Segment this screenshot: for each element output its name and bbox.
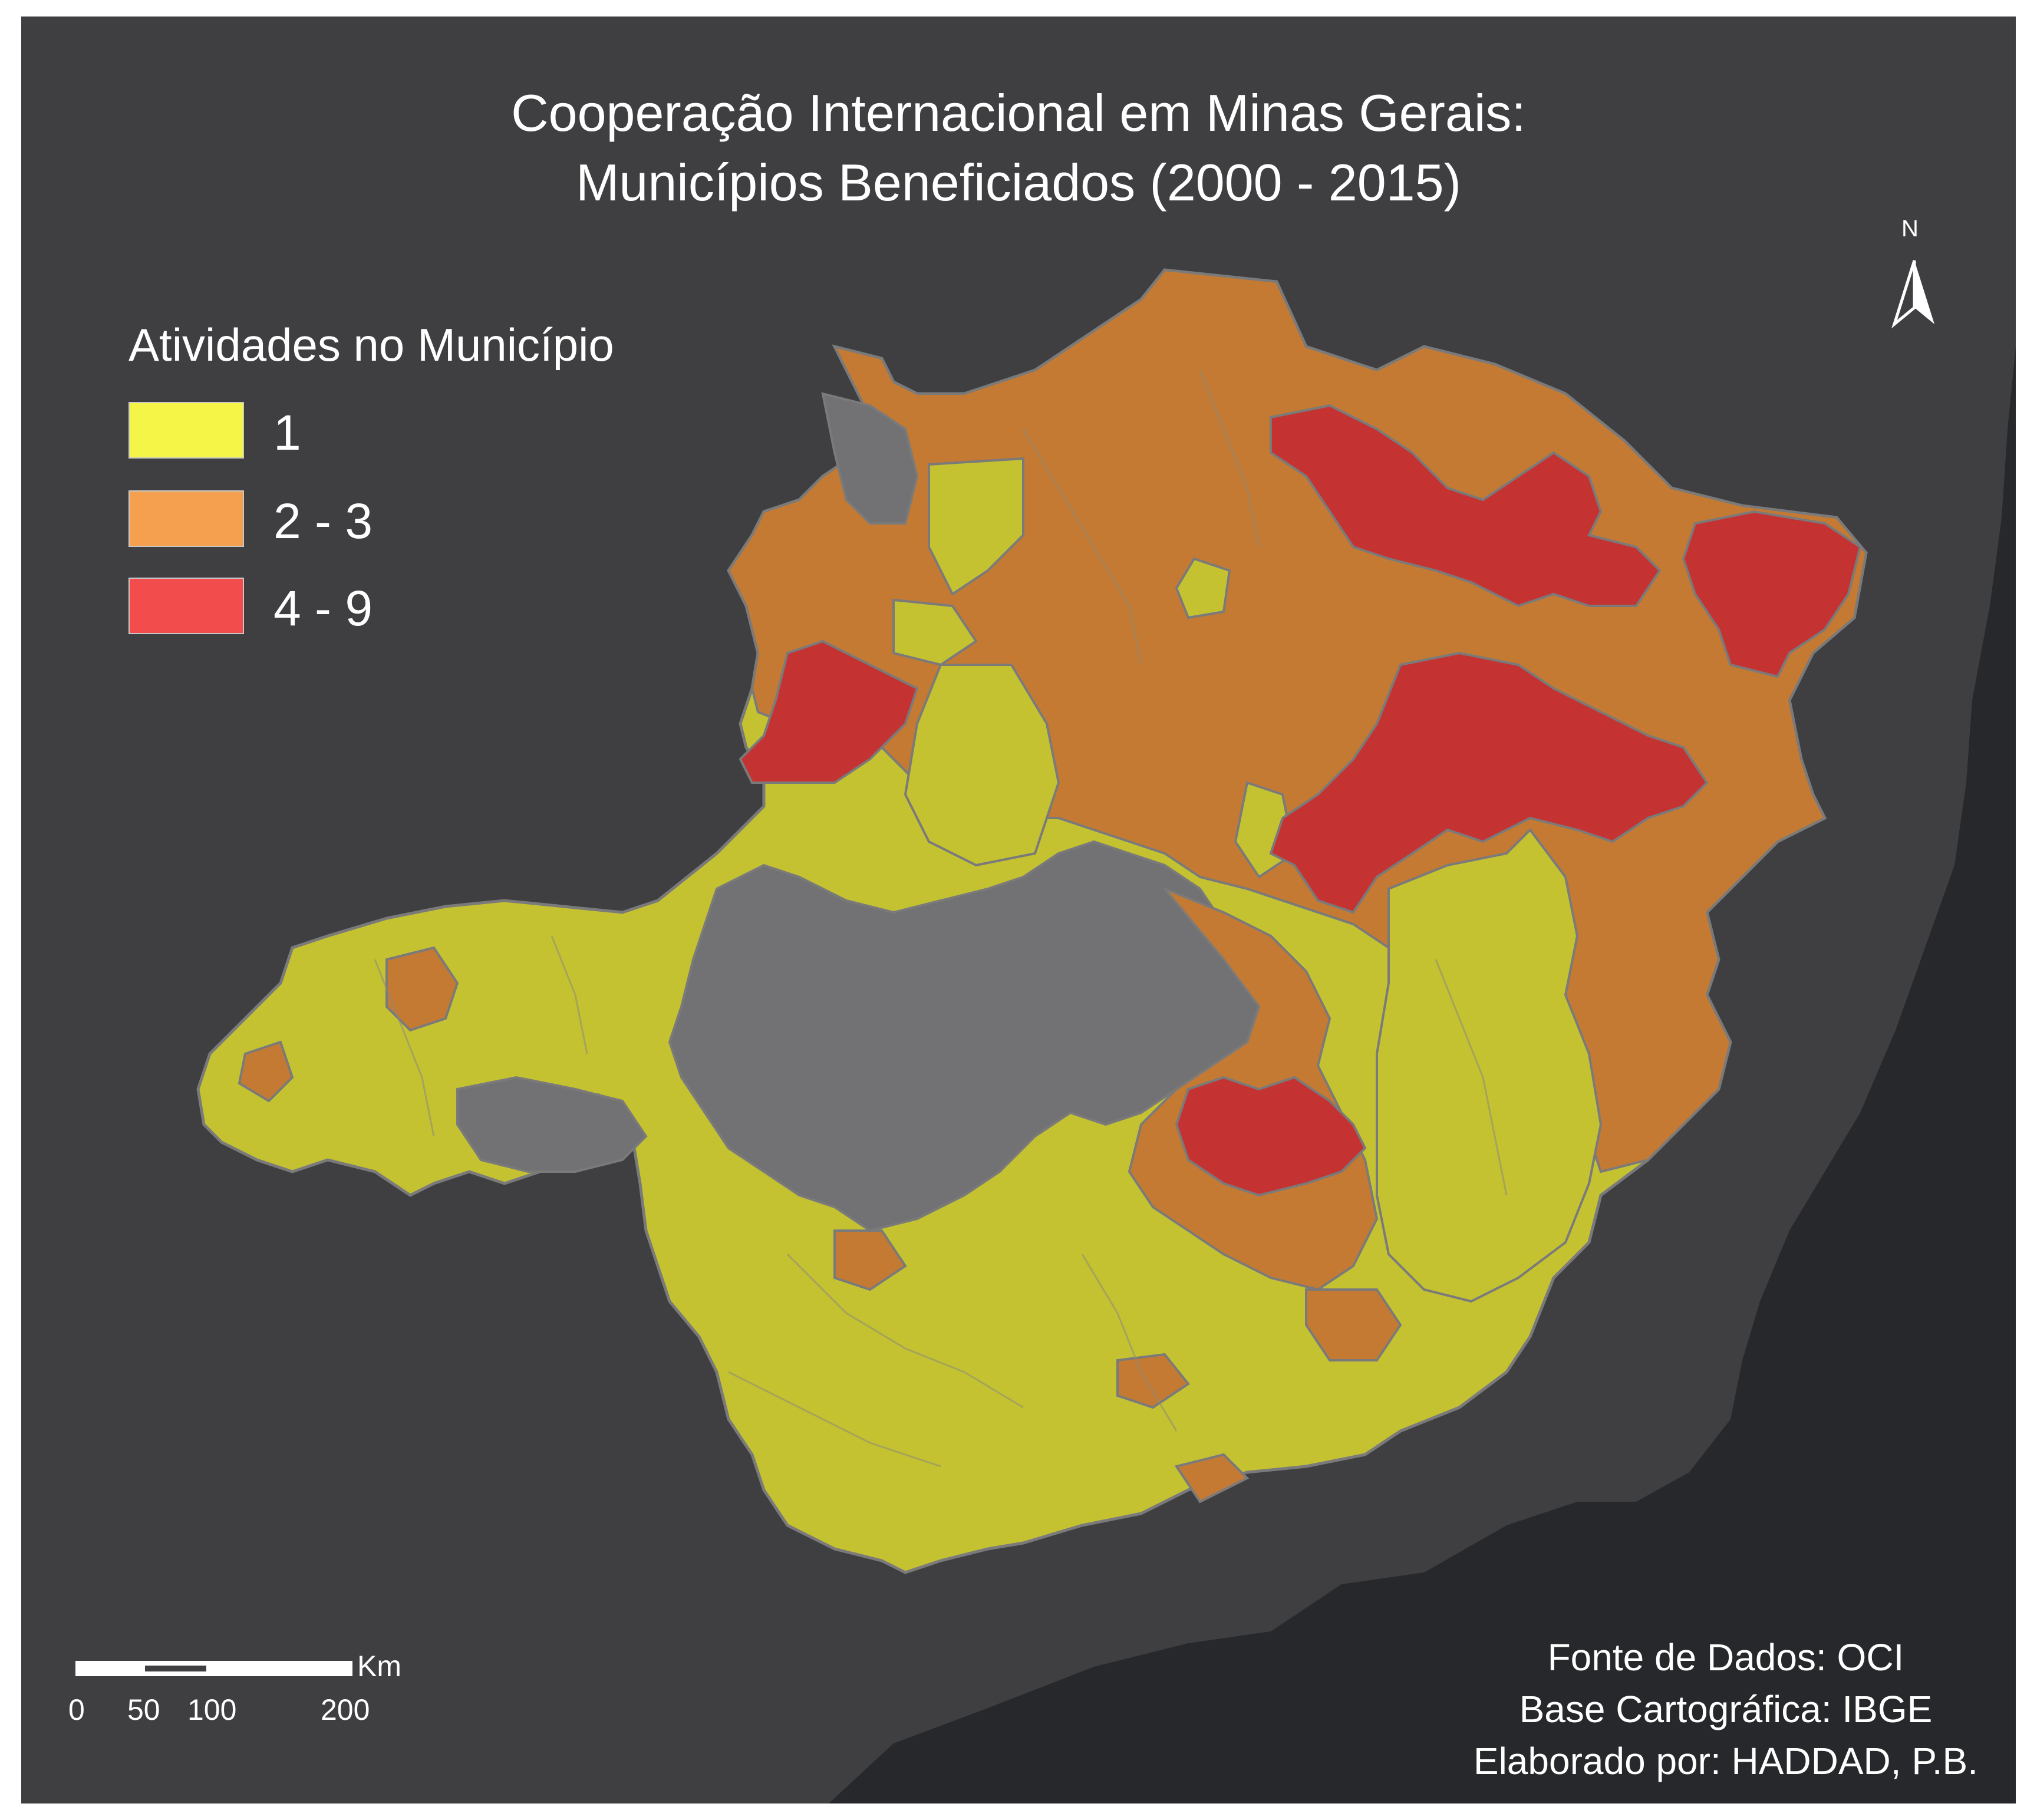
scale-tick-100: 100	[187, 1693, 237, 1726]
region-class-4-9-east	[1269, 651, 1709, 914]
region-no-activity-west	[456, 1076, 648, 1173]
region-class-1-north-d	[1175, 557, 1231, 619]
region-class-1-north-b	[892, 598, 978, 667]
scale-tick-50: 50	[127, 1693, 160, 1726]
region-class-1-north-c	[904, 664, 1060, 867]
legend-label-4-9: 4 - 9	[273, 581, 373, 636]
legend-label-1: 1	[273, 405, 301, 460]
legend-swatch-4-9	[128, 578, 244, 634]
legend-swatch-1	[128, 402, 244, 459]
north-label: N	[1901, 216, 1919, 242]
municipal-borders	[374, 370, 1508, 1468]
legend-swatch-2-3	[128, 490, 244, 547]
map-frame: Cooperação Internacional em Minas Gerais…	[21, 17, 2016, 1803]
region-class-2-3-south-c	[1305, 1288, 1402, 1361]
region-class-2-3-west-b	[238, 1040, 294, 1103]
region-class-1-north-a	[928, 457, 1024, 596]
scale-unit: Km	[357, 1650, 401, 1683]
map-canvas	[196, 17, 2016, 1803]
credit-author: Elaborado por: HADDAD, P.B.	[1473, 1740, 1978, 1782]
map-title-line-2: Municípios Beneficiados (2000 - 2015)	[576, 153, 1461, 212]
north-arrow-icon	[1891, 260, 1934, 329]
region-class-4-9-west	[739, 639, 919, 784]
ocean	[829, 17, 2016, 1803]
credits: Fonte de Dados: OCI Base Cartográfica: I…	[1474, 1631, 1978, 1787]
scale-tick-200: 200	[321, 1693, 370, 1726]
scale-tick-0: 0	[68, 1693, 85, 1726]
region-class-1-east	[1376, 827, 1603, 1303]
scale-bar	[75, 1661, 352, 1676]
credit-basemap: Base Cartográfica: IBGE	[1519, 1688, 1933, 1730]
legend-label-2-3: 2 - 3	[273, 493, 373, 549]
map-title-line-1: Cooperação Internacional em Minas Gerais…	[511, 84, 1526, 142]
region-no-activity-northwest	[821, 392, 919, 525]
region-class-2-3-west-a	[385, 946, 459, 1032]
region-class-2-3-south-b	[1116, 1353, 1190, 1409]
legend-title: Atividades no Município	[128, 319, 614, 371]
region-class-4-9-center	[1175, 1076, 1367, 1197]
region-class-2-3-south-d	[1174, 1453, 1250, 1504]
region-class-4-9-northeast-a	[1270, 404, 1662, 608]
region-class-2-3-south-a	[833, 1229, 907, 1291]
region-class-4-9-northeast-b	[1682, 510, 1862, 678]
credit-source: Fonte de Dados: OCI	[1547, 1636, 1904, 1679]
